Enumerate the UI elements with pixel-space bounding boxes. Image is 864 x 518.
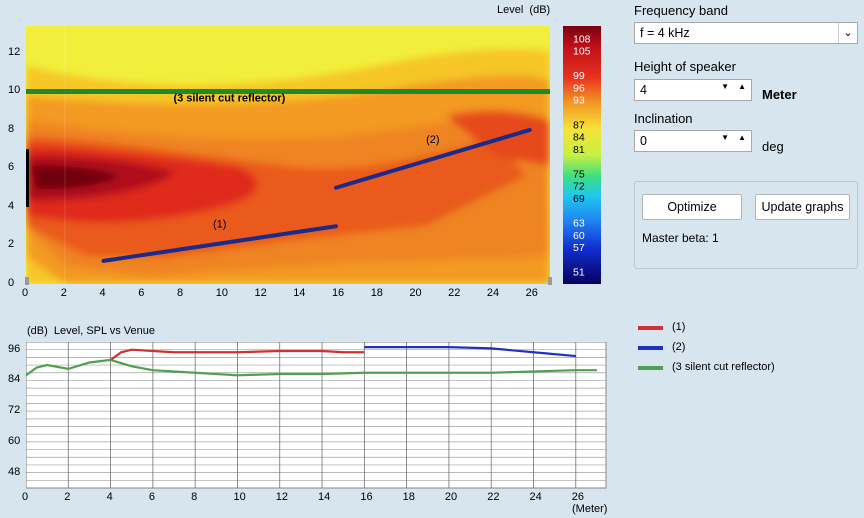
heatmap-x-tick-label: 16	[331, 287, 345, 299]
legend-item-label: (2)	[672, 341, 686, 353]
heatmap-x-tick-label: 18	[370, 287, 383, 299]
legend-swatch	[638, 346, 663, 350]
heatmap-lines: (1) (2) (3 silent cut reflector)	[26, 88, 550, 263]
chart-title: (dB) Level, SPL vs Venue	[27, 325, 156, 337]
spin-up-icon[interactable]: ▲	[738, 133, 746, 142]
chart-x-tick-label: 22	[487, 491, 500, 503]
optimize-group: Optimize Update graphs Master beta: 1	[634, 181, 858, 269]
chart-x-unit: (Meter)	[572, 503, 608, 515]
colorbar-label: 60	[573, 230, 585, 242]
colorbar-label: 72	[573, 181, 585, 193]
legend-swatch	[638, 326, 663, 330]
colorbar-label: 57	[573, 242, 585, 254]
inclination-spinner[interactable]: 0 ▼ ▲	[634, 130, 752, 152]
scroll-handle-left[interactable]	[25, 277, 29, 285]
heatmap-plot[interactable]: (1) (2) (3 silent cut reflector)	[26, 26, 550, 284]
colorbar-label: 105	[573, 46, 591, 58]
heatmap-x-tick-label: 12	[254, 287, 267, 299]
chart-x-tick-label: 8	[191, 491, 198, 503]
legend-swatch	[638, 366, 663, 370]
chart-y-tick-label: 96	[8, 342, 21, 355]
scroll-handle-right[interactable]	[548, 277, 552, 285]
spl-line-chart[interactable]	[26, 342, 608, 490]
level-unit-label: Level (dB)	[497, 4, 551, 16]
series-line	[26, 358, 597, 377]
colorbar-label: 84	[573, 132, 585, 144]
frequency-band-label: Frequency band	[634, 3, 728, 18]
chevron-down-icon[interactable]: ⌄	[838, 23, 857, 43]
heatmap-x-tick-label: 2	[60, 287, 67, 299]
height-of-speaker-spinner[interactable]: 4 ▼ ▲	[634, 79, 752, 101]
chart-x-tick-label: 16	[360, 491, 373, 503]
heatmap-x-tick-label: 8	[176, 287, 184, 299]
optimize-button[interactable]: Optimize	[642, 194, 742, 220]
heatmap-y-tick-label: 10	[8, 84, 21, 97]
chart-y-tick-label: 60	[8, 434, 21, 447]
heatmap-y-tick-label: 6	[8, 161, 15, 174]
chart-x-tick-label: 0	[22, 491, 29, 503]
chart-x-tick-label: 26	[571, 491, 585, 503]
height-unit-label: Meter	[762, 87, 797, 102]
heatmap-x-tick-label: 0	[22, 287, 29, 299]
height-of-speaker-label: Height of speaker	[634, 59, 736, 74]
venue-line-label: (1)	[213, 219, 226, 231]
heatmap-x-tick-label: 6	[138, 287, 145, 299]
heatmap-x-tick-label: 22	[448, 287, 461, 299]
chart-x-tick-label: 4	[106, 491, 113, 503]
heatmap-y-tick-label: 12	[8, 45, 21, 58]
chart-x-tick-label: 2	[64, 491, 71, 503]
series-line	[109, 348, 365, 361]
venue-line-label: (2)	[426, 134, 439, 146]
spin-up-icon[interactable]: ▲	[738, 82, 746, 91]
heatmap-y-tick-label: 0	[8, 277, 15, 289]
chart-series	[26, 346, 597, 377]
heatmap-x-tick-label: 10	[215, 287, 228, 299]
colorbar-label: 96	[573, 82, 585, 94]
inclination-unit-label: deg	[762, 139, 784, 154]
venue-line[interactable]	[101, 224, 338, 263]
heatmap-y-tick-label: 8	[8, 122, 15, 135]
heatmap-y-tick-label: 2	[8, 238, 15, 251]
heatmap-x-tick-label: 26	[525, 287, 538, 299]
chart-y-tick-label: 48	[8, 465, 21, 478]
chart-x-tick-label: 12	[275, 491, 288, 503]
colorbar-label: 75	[573, 168, 585, 180]
chart-x-tick-label: 24	[529, 491, 542, 503]
inclination-label: Inclination	[634, 111, 693, 126]
heatmap-x-tick-label: 14	[293, 287, 306, 299]
master-beta-text: Master beta: 1	[642, 231, 719, 245]
colorbar-label: 93	[573, 95, 585, 107]
chart-x-tick-label: 20	[444, 491, 458, 503]
update-graphs-button[interactable]: Update graphs	[755, 194, 850, 220]
colorbar-label: 51	[573, 267, 585, 279]
chart-x-tick-label: 6	[148, 491, 155, 503]
venue-line-label: (3 silent cut reflector)	[173, 92, 285, 104]
colorbar-label: 81	[573, 144, 585, 156]
spin-down-icon[interactable]: ▼	[721, 82, 729, 91]
legend-item-label: (1)	[672, 321, 686, 333]
colorbar-label: 63	[573, 218, 585, 230]
frequency-band-select[interactable]: f = 4 kHz ⌄	[634, 22, 858, 44]
chart-y-tick-label: 72	[8, 404, 21, 417]
chart-x-tick-label: 18	[402, 491, 415, 503]
chart-x-tick-label: 14	[318, 491, 331, 503]
chart-y-tick-label: 84	[8, 373, 21, 386]
heatmap-y-tick-label: 4	[8, 199, 15, 212]
spin-down-icon[interactable]: ▼	[721, 133, 729, 142]
legend-item-label: (3 silent cut reflector)	[672, 361, 775, 373]
colorbar-label: 87	[573, 119, 585, 131]
series-line	[364, 346, 576, 358]
venue-line[interactable]	[333, 127, 532, 190]
heatmap-x-tick-label: 24	[486, 287, 500, 299]
heatmap-x-tick-label: 4	[99, 287, 106, 299]
colorbar-label: 69	[573, 193, 585, 205]
chart-x-tick-label: 10	[233, 491, 246, 503]
heatmap-x-tick-label: 20	[409, 287, 422, 299]
colorbar-label: 99	[573, 70, 585, 82]
colorbar-label: 108	[573, 33, 591, 45]
